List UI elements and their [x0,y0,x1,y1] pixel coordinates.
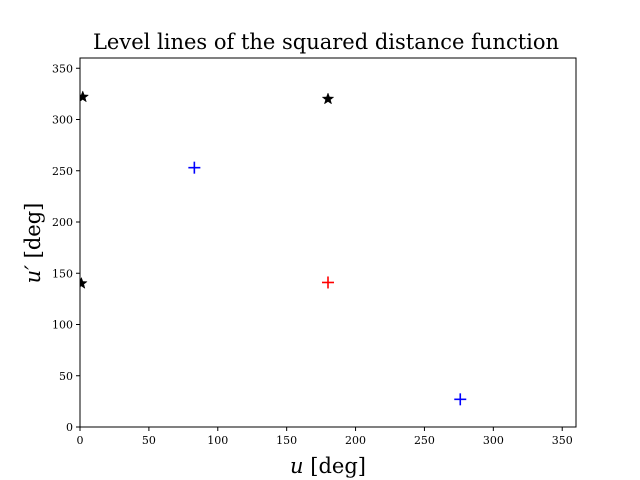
y-tick-label: 200 [52,216,73,229]
x-tick-label: 50 [142,434,156,447]
y-tick-label: 250 [52,165,73,178]
y-tick-label: 150 [52,267,73,280]
y-tick-label: 100 [52,319,73,332]
x-tick-label: 250 [414,434,435,447]
y-axis-ticks: 0 50 100 150 200 250 300 350 [52,62,80,434]
x-axis-ticks: 0 50 100 150 200 250 300 350 [77,427,573,447]
x-tick-label: 100 [207,434,228,447]
x-tick-label: 200 [345,434,366,447]
x-tick-label: 150 [276,434,297,447]
chart-title: Level lines of the squared distance func… [93,30,559,54]
y-tick-label: 0 [66,421,73,434]
saddle-star-marker [80,276,88,289]
x-tick-label: 0 [77,434,84,447]
saddle-star-marker [80,90,90,103]
minimum-plus-marker [188,161,201,174]
x-axis-label: u [deg] [290,454,366,478]
y-tick-label: 350 [52,62,73,75]
plot-frame [79,57,577,428]
saddle-star-marker [321,92,335,105]
maximum-plus-marker [322,276,334,289]
y-axis-label: u′ [deg] [21,203,45,284]
minimum-plus-marker [454,393,467,406]
y-tick-label: 50 [59,370,73,383]
x-tick-label: 300 [483,434,504,447]
y-tick-label: 300 [52,114,73,127]
marker-layer [80,90,467,406]
x-tick-label: 350 [552,434,573,447]
